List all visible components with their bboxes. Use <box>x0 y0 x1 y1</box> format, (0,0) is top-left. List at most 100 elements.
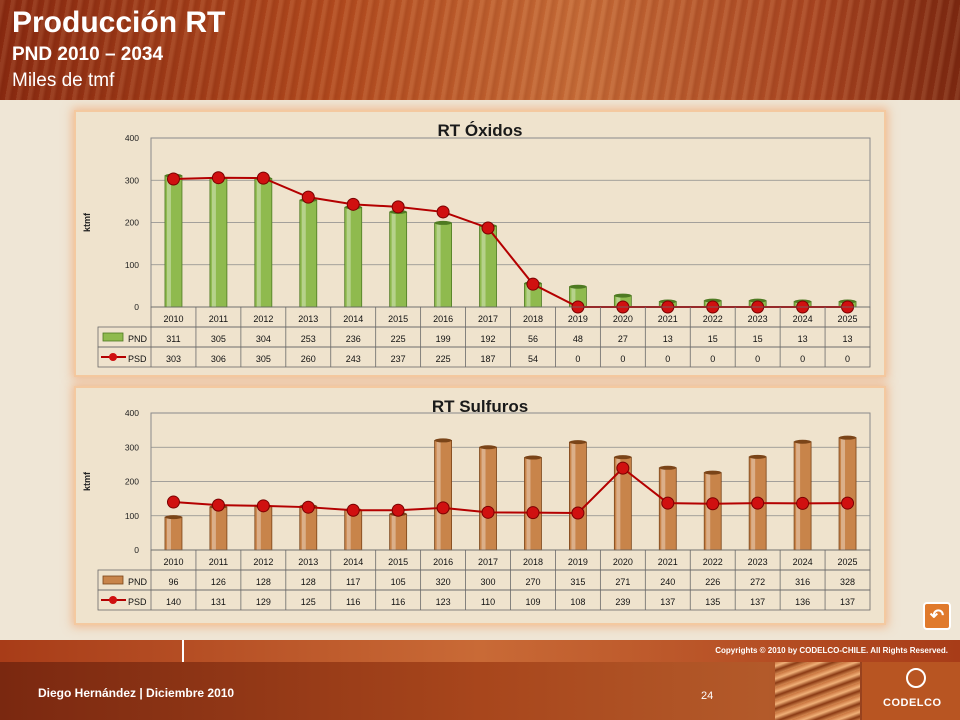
line-psd <box>173 466 848 515</box>
bar-top <box>749 454 767 459</box>
data-value: 137 <box>840 597 855 607</box>
category-label: 2022 <box>703 314 723 324</box>
data-value: 187 <box>481 354 496 364</box>
table-row <box>97 589 871 611</box>
footer-divider <box>182 640 184 662</box>
bar-top <box>164 515 182 520</box>
author-date: Diego Hernández | Diciembre 2010 <box>38 686 235 700</box>
category-label: 2011 <box>209 314 228 324</box>
data-value: 320 <box>436 577 451 587</box>
category-label: 2023 <box>748 557 768 567</box>
bar-top <box>479 445 497 450</box>
bar-highlight <box>436 222 441 307</box>
data-value: 13 <box>663 334 673 344</box>
data-value: 237 <box>391 354 406 364</box>
data-value: 199 <box>436 334 451 344</box>
header-texture <box>0 0 960 100</box>
data-value: 305 <box>211 334 226 344</box>
bar-highlight <box>256 506 261 550</box>
psd-marker <box>616 461 630 475</box>
data-value: 316 <box>795 577 810 587</box>
data-value: 123 <box>436 597 451 607</box>
y-tick-label: 400 <box>125 133 139 143</box>
bar-highlight <box>256 178 261 307</box>
page-number: 24 <box>701 690 714 702</box>
header-banner: Producción RT PND 2010 – 2034 Miles de t… <box>0 0 960 100</box>
psd-marker <box>211 498 225 512</box>
bar-top <box>839 435 857 440</box>
data-value: 109 <box>525 597 540 607</box>
category-label: 2014 <box>343 557 363 567</box>
data-value: 15 <box>708 334 718 344</box>
bar-highlight <box>571 442 576 550</box>
data-value: 0 <box>575 354 580 364</box>
data-value: 0 <box>845 354 850 364</box>
bar-top <box>659 465 677 470</box>
y-tick-label: 200 <box>125 477 139 487</box>
y-tick-label: 0 <box>134 302 139 312</box>
psd-marker <box>346 197 360 211</box>
data-value: 305 <box>256 354 271 364</box>
category-label: 2010 <box>163 314 183 324</box>
y-tick-label: 100 <box>125 260 139 270</box>
chart-title: RT Sulfuros <box>432 397 528 416</box>
category-label: 2011 <box>209 557 228 567</box>
bar-highlight <box>211 178 216 307</box>
data-value: 328 <box>840 577 855 587</box>
data-value: 96 <box>168 577 178 587</box>
copyright-text: Copyrights © 2010 by CODELCO-CHILE. All … <box>715 646 948 655</box>
data-value: 260 <box>301 354 316 364</box>
category-label: 2012 <box>253 314 273 324</box>
data-value: 129 <box>256 597 271 607</box>
data-value: 27 <box>618 334 628 344</box>
bar-top <box>614 455 632 460</box>
bar-top <box>434 220 452 225</box>
psd-marker <box>481 505 495 519</box>
data-value: 110 <box>481 597 495 607</box>
category-label: 2010 <box>163 557 183 567</box>
data-value: 137 <box>660 597 675 607</box>
bar-highlight <box>346 207 351 307</box>
bar-top <box>434 438 452 443</box>
data-value: 270 <box>525 577 540 587</box>
psd-marker <box>841 496 855 510</box>
data-value: 13 <box>798 334 808 344</box>
data-value: 140 <box>166 597 181 607</box>
data-value: 0 <box>800 354 805 364</box>
bar-highlight <box>166 517 171 550</box>
data-value: 136 <box>795 597 810 607</box>
return-arrow-icon[interactable]: ↶ <box>923 602 951 630</box>
data-value: 126 <box>211 577 226 587</box>
data-value: 311 <box>166 334 180 344</box>
psd-marker <box>526 277 540 291</box>
category-label: 2021 <box>658 314 678 324</box>
bar-top <box>704 470 722 475</box>
series-name: PND <box>128 334 148 344</box>
data-value: 300 <box>481 577 496 587</box>
psd-marker <box>256 499 270 513</box>
bar-highlight <box>481 447 486 550</box>
category-label: 2013 <box>298 557 318 567</box>
y-tick-label: 200 <box>125 218 139 228</box>
bar-highlight <box>301 200 306 307</box>
bar-highlight <box>841 437 846 550</box>
y-tick-label: 400 <box>125 408 139 418</box>
category-label: 2025 <box>838 557 858 567</box>
data-value: 239 <box>615 597 630 607</box>
legend-key-pnd <box>102 575 124 585</box>
data-value: 135 <box>705 597 720 607</box>
data-value: 0 <box>665 354 670 364</box>
psd-marker <box>436 501 450 515</box>
data-value: 0 <box>710 354 715 364</box>
codelco-logo-text: CODELCO <box>883 697 942 709</box>
y-tick-label: 100 <box>125 511 139 521</box>
category-label: 2017 <box>478 557 498 567</box>
category-label: 2019 <box>568 314 588 324</box>
y-axis-label: ktmf <box>82 471 92 491</box>
bar-highlight <box>661 467 666 550</box>
legend-key-psd-marker <box>109 353 117 361</box>
y-tick-label: 300 <box>125 175 139 185</box>
psd-marker <box>346 503 360 517</box>
chart-title: RT Óxidos <box>437 121 522 140</box>
data-value: 48 <box>573 334 583 344</box>
